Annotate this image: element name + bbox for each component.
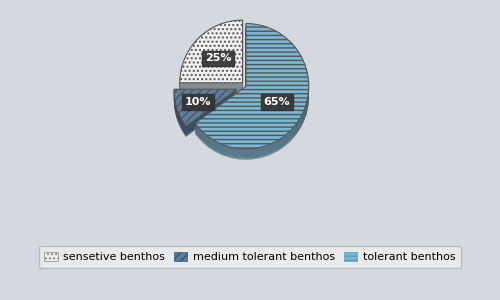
Wedge shape (180, 21, 242, 84)
Wedge shape (180, 24, 242, 86)
Wedge shape (174, 95, 237, 132)
Wedge shape (180, 30, 242, 92)
Wedge shape (174, 93, 237, 130)
Wedge shape (174, 94, 237, 131)
Wedge shape (174, 91, 237, 128)
Wedge shape (195, 33, 309, 159)
Wedge shape (195, 23, 309, 149)
Wedge shape (174, 89, 237, 126)
Wedge shape (195, 28, 309, 153)
Text: 65%: 65% (264, 97, 290, 107)
Wedge shape (195, 26, 309, 152)
Text: 10%: 10% (184, 97, 211, 107)
Wedge shape (195, 32, 309, 158)
Wedge shape (195, 24, 309, 150)
Wedge shape (180, 25, 242, 88)
Wedge shape (180, 28, 242, 91)
Wedge shape (180, 31, 242, 93)
Wedge shape (195, 29, 309, 154)
Wedge shape (195, 25, 309, 151)
Wedge shape (174, 100, 237, 136)
Wedge shape (174, 94, 237, 130)
Wedge shape (174, 96, 237, 133)
Wedge shape (180, 23, 242, 85)
Wedge shape (195, 34, 309, 160)
Wedge shape (195, 31, 309, 157)
Wedge shape (195, 31, 309, 156)
Wedge shape (180, 29, 242, 92)
Wedge shape (180, 27, 242, 90)
Wedge shape (174, 97, 237, 134)
Wedge shape (180, 26, 242, 89)
Wedge shape (180, 22, 242, 85)
Wedge shape (174, 90, 237, 127)
Wedge shape (174, 99, 237, 136)
Wedge shape (174, 98, 237, 135)
Wedge shape (180, 24, 242, 87)
Text: 25%: 25% (205, 53, 232, 63)
Wedge shape (180, 20, 242, 83)
Legend: sensetive benthos, medium tolerant benthos, tolerant benthos: sensetive benthos, medium tolerant benth… (39, 246, 461, 268)
Wedge shape (195, 27, 309, 153)
Wedge shape (195, 30, 309, 155)
Wedge shape (174, 92, 237, 129)
